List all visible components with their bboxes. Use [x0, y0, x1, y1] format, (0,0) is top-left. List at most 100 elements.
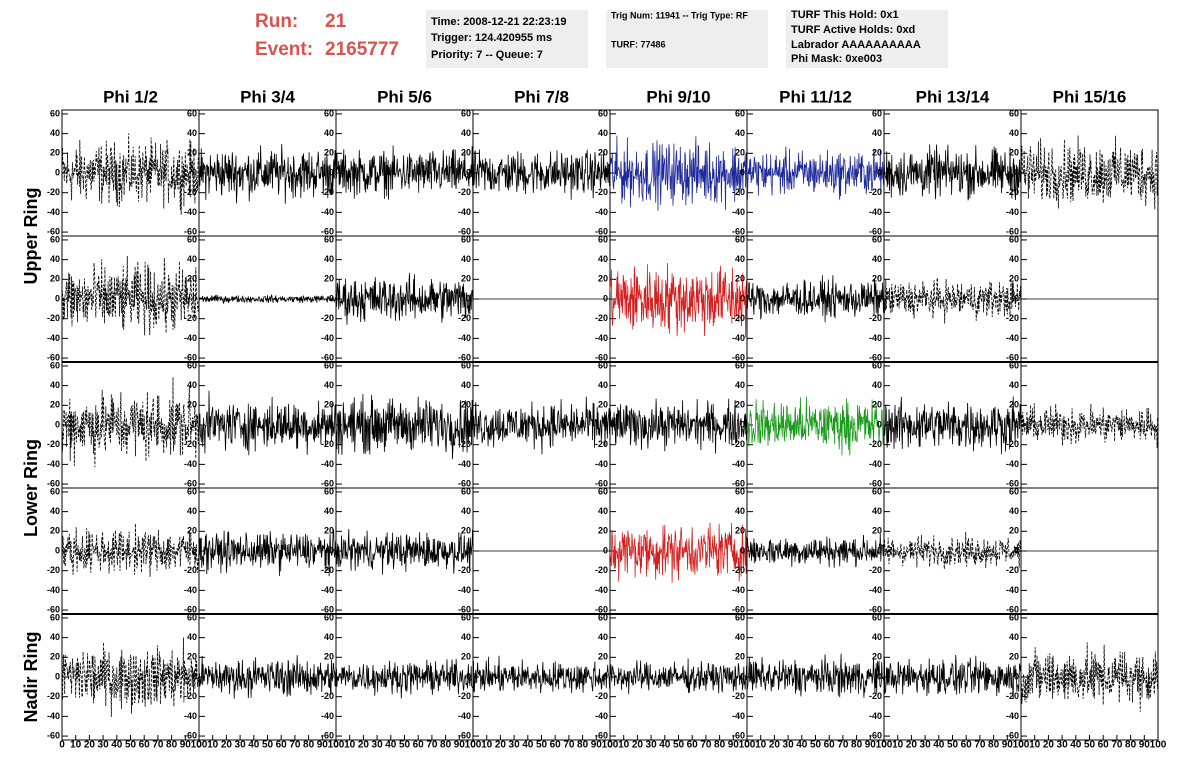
event-value: 2165777 — [325, 39, 399, 60]
y-tick-label: -40 — [1006, 207, 1019, 217]
y-tick-label: -60 — [321, 730, 334, 740]
y-tick-label: 40 — [461, 632, 471, 642]
y-tick-label: 60 — [735, 234, 745, 244]
x-tick-label: 90 — [180, 740, 192, 751]
y-tick-label: 60 — [735, 486, 745, 496]
y-tick-label: -60 — [321, 352, 334, 362]
y-tick-label: -60 — [732, 226, 745, 236]
y-tick-label: -60 — [595, 604, 608, 614]
x-tick-label: 50 — [262, 740, 274, 751]
waveform — [335, 273, 474, 325]
x-tick-label: 80 — [1125, 740, 1137, 751]
y-tick-label: 20 — [598, 148, 608, 158]
y-tick-label: -20 — [595, 313, 608, 323]
y-tick-label: 20 — [50, 148, 60, 158]
y-tick-label: 0 — [466, 419, 471, 429]
x-tick-label: 40 — [659, 740, 671, 751]
y-tick-label: 40 — [1009, 506, 1019, 516]
y-tick-label: 40 — [1009, 254, 1019, 264]
y-tick-label: 60 — [324, 612, 334, 622]
y-tick-label: 0 — [1014, 293, 1019, 303]
x-tick-label: 10 — [1029, 740, 1041, 751]
y-tick-label: 0 — [329, 167, 334, 177]
y-tick-label: 40 — [1009, 128, 1019, 138]
y-tick-label: -60 — [184, 604, 197, 614]
y-tick-label: 40 — [324, 506, 334, 516]
y-tick-label: 40 — [50, 632, 60, 642]
y-tick-label: -20 — [595, 691, 608, 701]
y-tick-label: 0 — [55, 545, 60, 555]
x-tick-label: 60 — [1098, 740, 1110, 751]
y-tick-label: 60 — [872, 234, 882, 244]
info-box — [786, 10, 948, 68]
y-tick-label: 0 — [877, 671, 882, 681]
waveform — [883, 144, 1022, 201]
y-tick-label: -20 — [595, 565, 608, 575]
y-tick-label: 40 — [872, 128, 882, 138]
y-tick-label: 60 — [872, 612, 882, 622]
y-tick-label: 40 — [598, 632, 608, 642]
x-tick-label: 60 — [824, 740, 836, 751]
y-tick-label: 40 — [872, 254, 882, 264]
x-tick-label: 30 — [783, 740, 795, 751]
waveform — [198, 528, 337, 577]
y-tick-label: -60 — [184, 478, 197, 488]
y-tick-label: -40 — [321, 333, 334, 343]
y-tick-label: 20 — [872, 148, 882, 158]
y-tick-label: 40 — [598, 128, 608, 138]
y-tick-label: 0 — [1014, 545, 1019, 555]
y-tick-label: -20 — [47, 313, 60, 323]
y-tick-label: 60 — [1009, 360, 1019, 370]
x-tick-label: 60 — [413, 740, 425, 751]
y-tick-label: -60 — [321, 604, 334, 614]
waveform — [609, 135, 748, 211]
x-tick-label: 80 — [440, 740, 452, 751]
y-tick-label: -60 — [47, 226, 60, 236]
y-tick-label: -20 — [732, 565, 745, 575]
y-tick-label: -40 — [595, 333, 608, 343]
y-tick-label: 40 — [187, 632, 197, 642]
y-tick-label: -20 — [458, 313, 471, 323]
x-tick-label: 0 — [333, 740, 339, 751]
x-tick-label: 70 — [289, 740, 301, 751]
x-tick-label: 100 — [1013, 740, 1030, 751]
y-tick-label: 60 — [187, 360, 197, 370]
waveform — [198, 655, 337, 699]
y-tick-label: 60 — [324, 486, 334, 496]
y-tick-label: -40 — [47, 585, 60, 595]
x-tick-label: 100 — [876, 740, 893, 751]
x-tick-label: 80 — [303, 740, 315, 751]
x-tick-label: 100 — [602, 740, 619, 751]
waveform — [746, 275, 885, 323]
x-tick-label: 30 — [372, 740, 384, 751]
x-tick-label: 50 — [1084, 740, 1096, 751]
waveform — [61, 523, 200, 577]
y-tick-label: 60 — [735, 360, 745, 370]
y-tick-label: 40 — [461, 254, 471, 264]
y-tick-label: 60 — [324, 360, 334, 370]
y-tick-label: -60 — [184, 352, 197, 362]
x-tick-label: 20 — [221, 740, 233, 751]
y-tick-label: 0 — [740, 293, 745, 303]
y-tick-label: 60 — [50, 108, 60, 118]
y-tick-label: 0 — [55, 167, 60, 177]
x-tick-label: 100 — [328, 740, 345, 751]
y-tick-label: -40 — [869, 711, 882, 721]
y-tick-label: 20 — [1009, 274, 1019, 284]
y-tick-label: -40 — [458, 459, 471, 469]
y-tick-label: 20 — [50, 400, 60, 410]
y-tick-label: -20 — [595, 439, 608, 449]
info-box — [606, 10, 768, 68]
y-tick-label: 20 — [735, 526, 745, 536]
x-tick-label: 100 — [739, 740, 756, 751]
y-tick-label: 20 — [324, 400, 334, 410]
x-tick-label: 20 — [769, 740, 781, 751]
y-tick-label: 60 — [187, 234, 197, 244]
x-tick-label: 70 — [700, 740, 712, 751]
y-tick-label: 40 — [324, 254, 334, 264]
y-tick-label: -60 — [732, 730, 745, 740]
y-tick-label: -20 — [47, 439, 60, 449]
y-tick-label: 20 — [50, 652, 60, 662]
y-tick-label: -20 — [47, 187, 60, 197]
y-tick-label: -40 — [869, 585, 882, 595]
